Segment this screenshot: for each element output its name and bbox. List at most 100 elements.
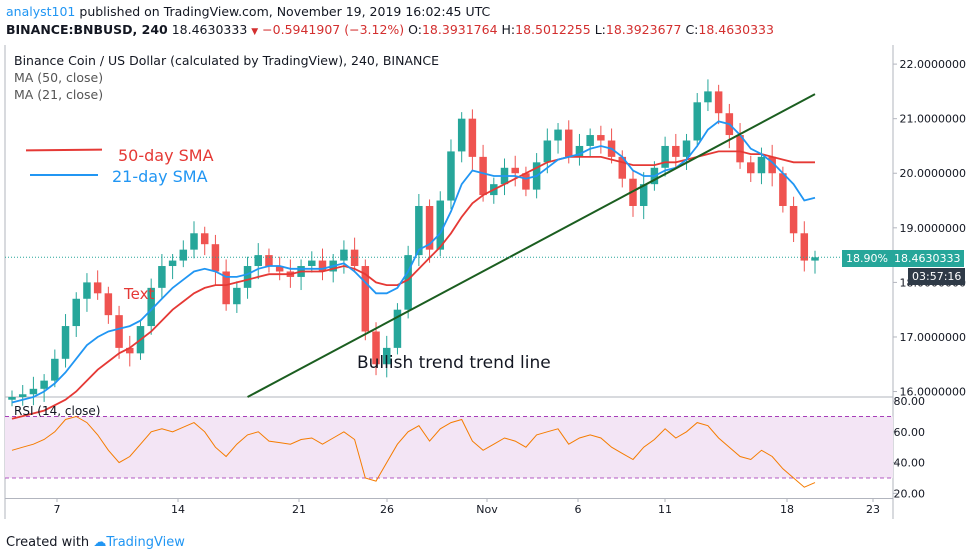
ma50-indicator-label[interactable]: MA (50, close) — [14, 70, 104, 85]
candle-body — [51, 358, 59, 381]
price-change: −0.5941907 (−3.12%) — [262, 22, 405, 37]
candle-body — [104, 293, 113, 316]
candle-body — [714, 91, 723, 114]
candle-body — [190, 233, 198, 250]
down-arrow-icon: ▼ — [251, 27, 259, 37]
footer: Created with ☁TradingView — [6, 535, 185, 550]
candle-body — [768, 156, 776, 174]
time-tick-label: 7 — [54, 503, 61, 516]
published-line: analyst101 published on TradingView.com, … — [6, 4, 490, 19]
candle-body — [575, 145, 584, 157]
sma21-legend-line — [30, 174, 98, 176]
candle-body — [8, 397, 16, 400]
trendline-annotation[interactable]: Bullish trend trend line — [357, 353, 551, 373]
time-tick-label: 26 — [380, 503, 394, 516]
candle-body — [29, 388, 38, 395]
candle-body — [361, 266, 370, 332]
rsi-line — [11, 415, 816, 488]
high-label: H: — [501, 22, 516, 37]
candle-body — [736, 135, 744, 163]
ma21-indicator-label[interactable]: MA (21, close) — [14, 87, 104, 102]
candle-body — [468, 118, 477, 157]
candle-body — [211, 244, 220, 272]
chart-title: Binance Coin / US Dollar (calculated by … — [14, 53, 439, 68]
rsi-title[interactable]: RSI (14, close) — [14, 404, 101, 418]
candle-body — [639, 184, 648, 206]
candle-body — [254, 255, 263, 267]
time-tick-label: 23 — [866, 503, 880, 516]
candle-body — [747, 162, 755, 174]
candle-body — [704, 91, 712, 103]
candle-body — [222, 271, 230, 305]
candle-body — [147, 287, 155, 327]
time-tick-label: 14 — [171, 503, 185, 516]
candle-body — [243, 266, 252, 288]
candle-body — [800, 233, 809, 261]
rsi-band — [5, 416, 893, 478]
candle-body — [554, 129, 562, 141]
candle-body — [618, 156, 627, 179]
open-label: O: — [408, 22, 422, 37]
price-tick-label: 16.0000000 — [900, 386, 966, 399]
candle-body — [265, 255, 273, 267]
candle-body — [168, 260, 177, 267]
candle-body — [543, 140, 552, 163]
candle-body — [779, 173, 787, 206]
close-value: 18.4630333 — [698, 22, 774, 37]
candle-body — [661, 145, 669, 168]
candle-body — [308, 260, 316, 267]
candle-body — [318, 260, 327, 272]
candle-body — [479, 156, 487, 196]
candle-body — [425, 205, 434, 250]
footer-brand[interactable]: TradingView — [106, 535, 185, 550]
candle-body — [93, 282, 102, 294]
candle-body — [564, 129, 573, 157]
candle-body — [61, 326, 70, 359]
countdown-tag: 03:57:16 — [908, 268, 966, 285]
candle-body — [275, 266, 284, 272]
price-tag: 18.4630333 — [890, 250, 965, 267]
rsi-tick-label: 40.00 — [894, 457, 926, 470]
time-tick-label: 18 — [780, 503, 794, 516]
candle-body — [350, 249, 359, 267]
candle-body — [757, 156, 766, 174]
candle-body — [382, 347, 391, 365]
candle-body — [457, 118, 466, 152]
candle-body — [200, 233, 209, 245]
candle-body — [682, 140, 691, 157]
sma50-line — [11, 150, 815, 420]
time-tick-label: 11 — [658, 503, 672, 516]
rsi-tick-label: 60.00 — [894, 426, 926, 439]
high-value: 18.5012255 — [515, 22, 591, 37]
candle-body — [811, 257, 819, 261]
candle-body — [340, 249, 348, 261]
low-value: 18.3923677 — [605, 22, 682, 37]
candle-body — [158, 266, 166, 288]
candle-body — [126, 347, 134, 354]
rsi-tick-label: 20.00 — [894, 487, 926, 500]
candle-body — [522, 173, 530, 190]
sma21-legend-label: 21-day SMA — [112, 167, 208, 186]
open-value: 18.3931764 — [421, 22, 498, 37]
price-tick-label: 21.0000000 — [900, 113, 966, 126]
price-percent-badge: 18.90% — [842, 250, 892, 267]
time-tick-label: 21 — [292, 503, 306, 516]
candle-body — [40, 380, 48, 389]
ohlc-line: BINANCE:BNBUSD, 240 18.4630333 ▼ −0.5941… — [6, 22, 774, 37]
candle-body — [72, 298, 80, 327]
candle-body — [404, 255, 412, 310]
author-name[interactable]: analyst101 — [6, 4, 76, 19]
footer-created-with: Created with — [6, 535, 90, 550]
published-text: published on TradingView.com, November 1… — [79, 4, 491, 19]
last-price: 18.4630333 — [171, 22, 248, 37]
time-tick-label: Nov — [476, 503, 498, 516]
candle-body — [83, 282, 91, 299]
candle-body — [586, 135, 594, 146]
text-marker-annotation[interactable]: Text — [124, 285, 155, 303]
symbol-label: BINANCE:BNBUSD, 240 — [6, 22, 168, 37]
candle-body — [179, 249, 188, 261]
candle-body — [415, 205, 423, 256]
candle-body — [597, 135, 605, 141]
rsi-tick-label: 80.00 — [894, 395, 926, 408]
